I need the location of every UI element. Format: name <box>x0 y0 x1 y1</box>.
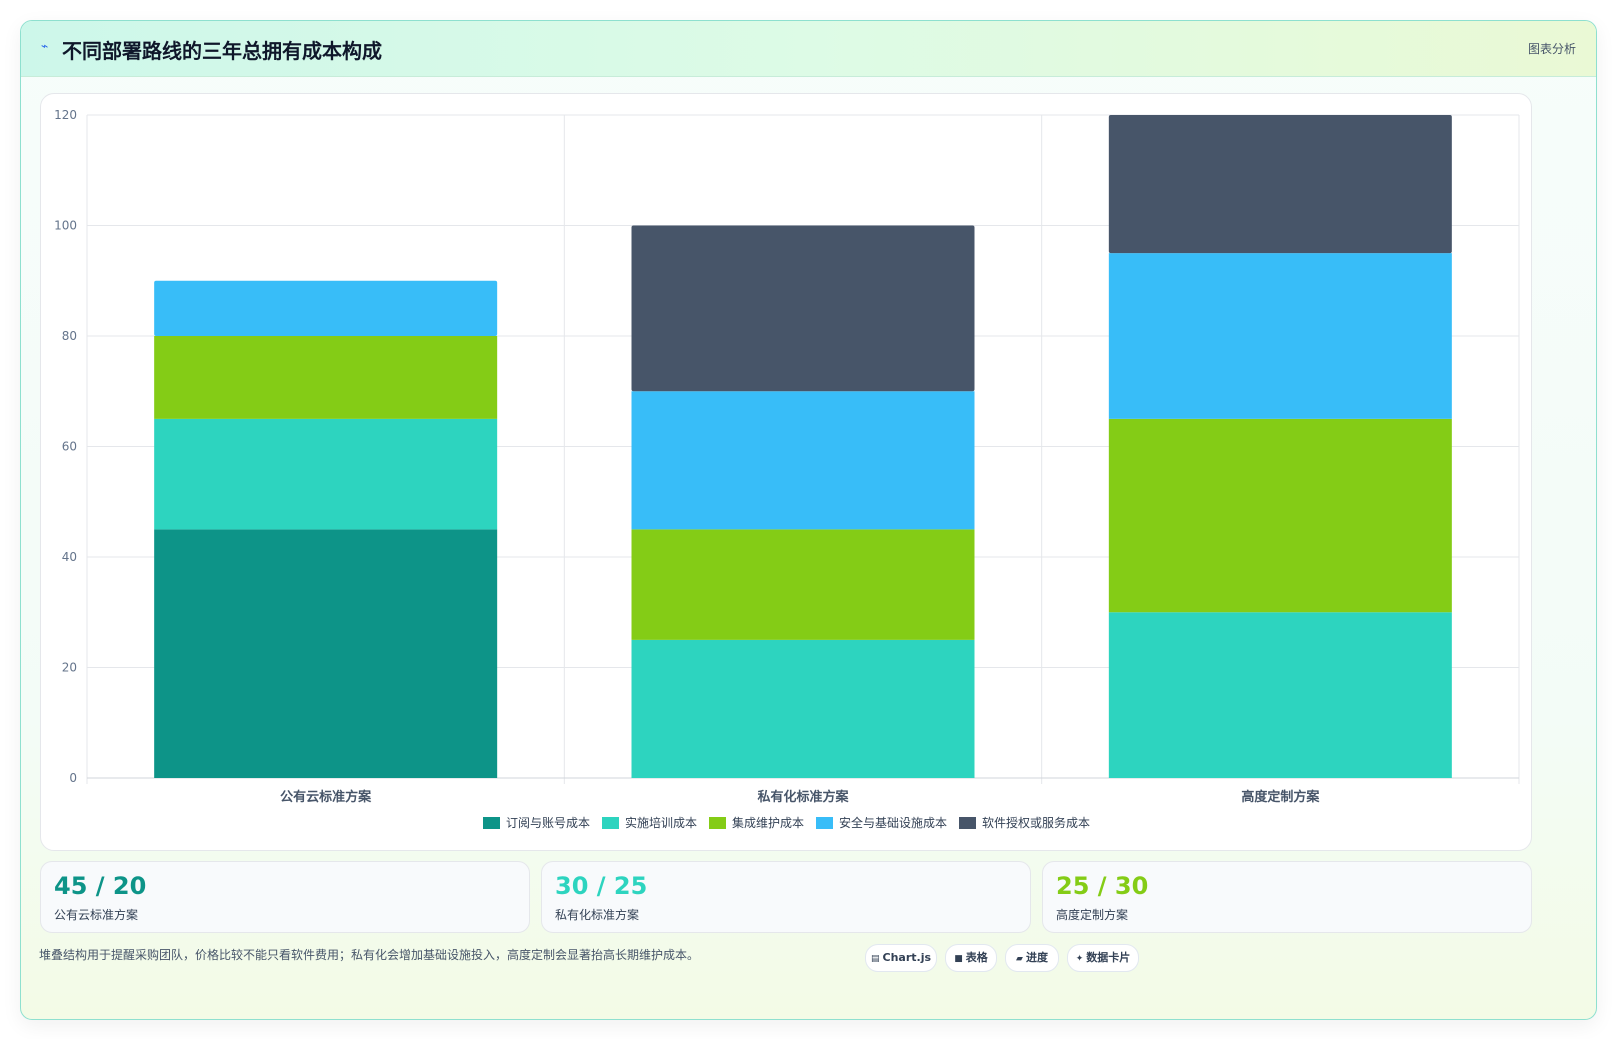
kpi-value: 25 / 30 <box>1056 872 1149 900</box>
legend-label: 集成维护成本 <box>732 815 804 830</box>
bar-segment <box>631 529 975 640</box>
chart-panel: 0 20 40 60 80 100 120 公有云标准方案 私有化标准方案 高度定制方案订阅与账号… <box>40 93 1532 851</box>
y-tick-label: 80 <box>62 329 77 343</box>
chart-title: 不同部署路线的三年总拥有成本构成 <box>62 39 382 63</box>
kpi-label: 公有云标准方案 <box>54 908 139 922</box>
progress-icon: ▰ <box>1016 954 1023 964</box>
y-tick-label: 120 <box>54 108 77 122</box>
legend-swatch <box>959 817 976 829</box>
legend-swatch <box>709 817 726 829</box>
chip-table[interactable]: ■ 表格 <box>945 944 997 972</box>
kpi-card-public-cloud: 45 / 20 公有云标准方案 <box>40 861 530 933</box>
bar-segment <box>631 391 975 530</box>
x-tick-label: 高度定制方案 <box>1241 789 1320 805</box>
legend-label: 实施培训成本 <box>625 815 697 830</box>
legend-label: 软件授权或服务成本 <box>982 815 1090 830</box>
legend-swatch <box>816 817 833 829</box>
trend-icon: ⌁ <box>41 39 49 53</box>
y-tick-label: 60 <box>62 440 77 454</box>
bar-segment <box>154 336 498 419</box>
bar-segment <box>1108 115 1452 254</box>
kpi-value: 30 / 25 <box>555 872 648 900</box>
legend-label: 订阅与账号成本 <box>506 816 590 830</box>
y-tick-label: 0 <box>69 771 77 785</box>
footnote-text: 堆叠结构用于提醒采购团队，价格比较不能只看软件费用；私有化会增加基础设施投入，高… <box>39 948 700 962</box>
kpi-label: 私有化标准方案 <box>555 908 640 922</box>
chip-progress[interactable]: ▰ 进度 <box>1005 944 1059 972</box>
bar-segment <box>154 280 498 336</box>
bar-segment <box>154 418 498 530</box>
bar-segment <box>631 225 975 392</box>
bar-segment <box>154 529 498 778</box>
chip-label: Chart.js <box>882 951 932 964</box>
chip-label: 表格 <box>965 951 988 964</box>
chip-data-card[interactable]: ✦ 数据卡片 <box>1067 944 1139 972</box>
bar-segment <box>1108 418 1452 613</box>
x-tick-label: 私有化标准方案 <box>757 789 849 805</box>
bar-segment <box>631 639 975 778</box>
x-tick-label: 公有云标准方案 <box>280 789 372 805</box>
kpi-card-private: 30 / 25 私有化标准方案 <box>541 861 1031 933</box>
legend-label: 安全与基础设施成本 <box>839 815 947 830</box>
kpi-value: 45 / 20 <box>54 872 147 900</box>
kpi-label: 高度定制方案 <box>1056 908 1129 922</box>
y-tick-label: 20 <box>62 661 77 675</box>
card-header: ⌁ 不同部署路线的三年总拥有成本构成 图表分析 <box>21 21 1596 77</box>
y-tick-label: 40 <box>62 550 77 564</box>
kpi-row: 45 / 20 公有云标准方案 30 / 25 私有化标准方案 25 / 30 … <box>40 861 1532 933</box>
kpi-card-custom: 25 / 30 高度定制方案 <box>1042 861 1532 933</box>
stacked-bar-chart: 0 20 40 60 80 100 120 公有云标准方案 私有化标准方案 高度定制方案订阅与账号… <box>54 108 1520 830</box>
legend-swatch <box>483 817 500 829</box>
legend-swatch <box>602 817 619 829</box>
chart-analysis-tag: 图表分析 <box>1527 42 1576 56</box>
bar-segment <box>1108 253 1452 419</box>
chart-card: ⌁ 不同部署路线的三年总拥有成本构成 图表分析 0 20 40 60 80 100 120 公… <box>20 20 1597 1020</box>
table-icon: ■ <box>954 954 963 964</box>
chart-icon: ▤ <box>870 954 880 964</box>
chip-chartjs[interactable]: ▤ Chart.js <box>865 944 937 972</box>
chip-label: 数据卡片 <box>1086 951 1131 964</box>
sparkle-icon: ✦ <box>1075 954 1084 964</box>
chip-label: 进度 <box>1025 951 1048 964</box>
bar-segment <box>1108 612 1452 778</box>
y-tick-label: 100 <box>54 219 77 233</box>
